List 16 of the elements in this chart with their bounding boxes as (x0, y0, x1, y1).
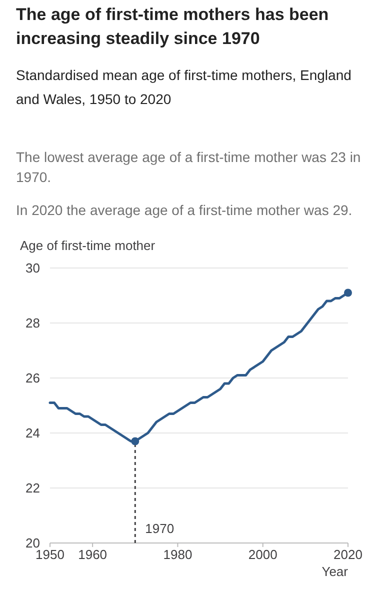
x-tick-label: 2000 (248, 547, 278, 562)
y-tick-label: 28 (26, 316, 40, 331)
y-tick-label: 22 (26, 480, 40, 496)
x-tick-label: 1960 (78, 547, 108, 562)
chart-subtitle: Standardised mean age of first-time mothers, England and Wales, 1950 to 2020 (16, 67, 352, 107)
y-tick-label: 24 (26, 426, 40, 441)
ref-line-label: 1970 (145, 521, 174, 536)
text: In 2020 the average age of a first-time mother was 29. (16, 202, 352, 218)
y-tick-label: 26 (26, 370, 40, 386)
chart-title: The age of first-time mothers has been increasing steadily since 1970 (16, 5, 329, 48)
x-tick-label: 2020 (334, 547, 362, 562)
text: The lowest average age of a first-time mother was 23 in 1970. (16, 149, 361, 185)
y-tick-label: 30 (26, 260, 40, 276)
y-axis-title: Age of first-time mother (20, 238, 156, 253)
x-tick-label: 1980 (163, 547, 192, 562)
x-axis-title: Year (322, 564, 349, 579)
